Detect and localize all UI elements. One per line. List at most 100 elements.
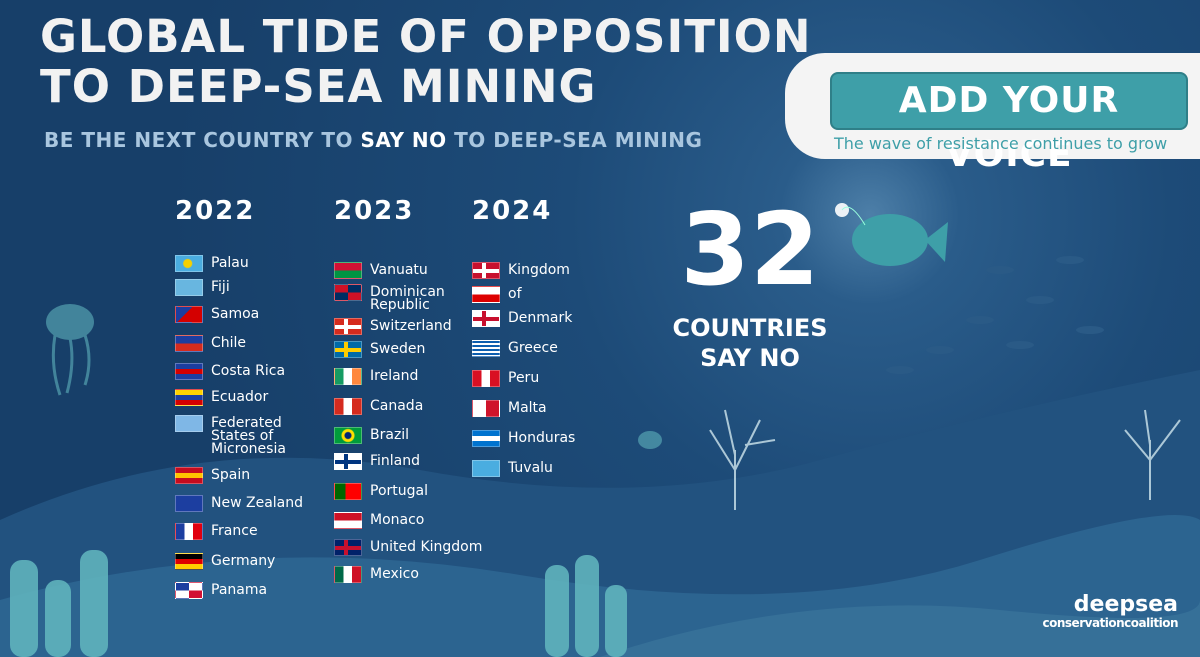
flag-icon	[334, 427, 362, 444]
flag-icon	[334, 341, 362, 358]
country-row: Germany	[175, 553, 325, 570]
country-row: Palau	[175, 255, 325, 272]
year-heading: 2024	[472, 196, 553, 226]
country-row: Tuvalu	[472, 460, 622, 477]
country-row: Chile	[175, 335, 325, 352]
subtitle-emphasis: SAY NO	[360, 128, 447, 152]
country-row: Ireland	[334, 368, 484, 385]
country-row: Greece	[472, 340, 622, 357]
flag-icon	[472, 262, 500, 279]
country-name: Ireland	[370, 368, 419, 384]
flag-icon	[175, 279, 203, 296]
country-row: France	[175, 523, 325, 540]
hill	[600, 600, 1200, 657]
country-name: France	[211, 523, 258, 539]
flag-icon	[175, 415, 203, 432]
country-name: Monaco	[370, 512, 425, 528]
country-name: Peru	[508, 370, 540, 386]
country-name: of	[508, 286, 522, 302]
country-name: Honduras	[508, 430, 576, 446]
country-row: Ecuador	[175, 389, 325, 406]
country-row: Brazil	[334, 427, 484, 444]
flag-icon	[334, 539, 362, 556]
subtitle-text: BE THE NEXT COUNTRY TO	[44, 128, 361, 152]
year-heading: 2023	[334, 196, 415, 226]
country-row: Honduras	[472, 430, 622, 447]
country-row: Switzerland	[334, 318, 484, 335]
country-name: Vanuatu	[370, 262, 428, 278]
country-name: Panama	[211, 582, 268, 598]
count-number: 32	[680, 191, 820, 308]
country-row: Portugal	[334, 483, 484, 500]
subtitle-text: TO DEEP-SEA MINING	[446, 128, 703, 152]
country-row: Samoa	[175, 306, 325, 323]
country-name: New Zealand	[211, 495, 303, 511]
country-name: Costa Rica	[211, 363, 286, 379]
year-heading: 2022	[175, 196, 256, 226]
subtitle: BE THE NEXT COUNTRY TO SAY NO TO DEEP-SE…	[44, 128, 702, 152]
country-name: Dominican Republic	[370, 284, 445, 313]
title-line: TO DEEP-SEA MINING	[40, 60, 597, 113]
flag-icon	[334, 284, 362, 301]
country-name: Canada	[370, 398, 424, 414]
flag-icon	[472, 460, 500, 477]
country-row: Denmark	[472, 310, 622, 327]
country-row: Kingdom	[472, 262, 622, 279]
country-name: Germany	[211, 553, 276, 569]
country-name: Federated States of Micronesia	[211, 415, 286, 457]
country-name: Sweden	[370, 341, 426, 357]
flag-icon	[175, 495, 203, 512]
logo-top: deepsea	[1073, 592, 1178, 617]
country-name: Kingdom	[508, 262, 570, 278]
country-row: Sweden	[334, 341, 484, 358]
title-line: GLOBAL TIDE OF OPPOSITION	[40, 10, 812, 63]
country-name: Samoa	[211, 306, 260, 322]
country-name: Switzerland	[370, 318, 452, 334]
flag-icon	[175, 363, 203, 380]
flag-icon	[334, 566, 362, 583]
country-row: Finland	[334, 453, 484, 470]
country-name: Portugal	[370, 483, 428, 499]
count-label: COUNTRIES	[672, 314, 828, 342]
country-row: Spain	[175, 467, 325, 484]
flag-icon	[334, 318, 362, 335]
flag-icon	[175, 389, 203, 406]
add-voice-button[interactable]: ADD YOUR VOICE	[830, 72, 1188, 175]
country-row: Dominican Republic	[334, 284, 484, 313]
country-row: Fiji	[175, 279, 325, 296]
flag-icon	[175, 306, 203, 323]
country-list: Vanuatu Dominican Republic Switzerland Swed…	[334, 252, 484, 583]
country-row: Costa Rica	[175, 363, 325, 380]
cta-caption: The wave of resistance continues to grow	[834, 134, 1168, 153]
flag-icon	[472, 340, 500, 357]
fan-coral	[709, 409, 1181, 510]
flag-icon	[175, 335, 203, 352]
country-name: Ecuador	[211, 389, 269, 405]
country-name: Chile	[211, 335, 247, 351]
country-name: Tuvalu	[508, 460, 553, 476]
country-row: Canada	[334, 398, 484, 415]
flag-icon	[472, 400, 500, 417]
country-row: Peru	[472, 370, 622, 387]
country-list: Kingdom of Denmark Greece Peru Malta Honduras T…	[472, 252, 622, 477]
flag-icon	[334, 453, 362, 470]
country-name: Greece	[508, 340, 558, 356]
jellyfish	[46, 304, 662, 449]
fish-school	[886, 256, 1104, 374]
country-row: Mexico	[334, 566, 484, 583]
flag-icon	[472, 310, 500, 327]
country-name: Spain	[211, 467, 251, 483]
country-row: Panama	[175, 582, 325, 599]
country-row: Malta	[472, 400, 622, 417]
count-label: SAY NO	[700, 344, 800, 372]
flag-icon	[175, 553, 203, 570]
flag-icon	[472, 370, 500, 387]
flag-icon	[175, 582, 203, 599]
flag-icon	[472, 430, 500, 447]
country-name: Malta	[508, 400, 547, 416]
flag-icon	[334, 262, 362, 279]
country-name: Mexico	[370, 566, 419, 582]
country-row: Vanuatu	[334, 262, 484, 279]
